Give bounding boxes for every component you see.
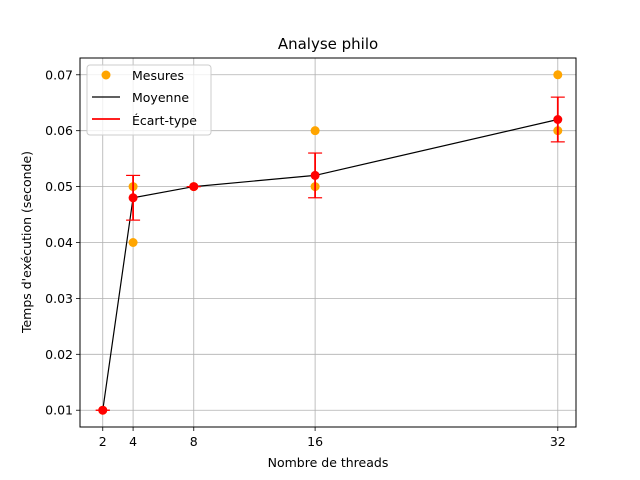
legend-box <box>86 64 212 136</box>
ecart-type-marker <box>553 115 563 124</box>
series-layer <box>95 70 565 415</box>
moyenne-line <box>102 118 558 411</box>
x-tick-label: 32 <box>550 434 566 449</box>
ecart-type-marker <box>189 182 199 192</box>
x-tick-label: 16 <box>307 434 323 449</box>
plot-frame <box>79 57 577 428</box>
mesure-point <box>128 238 138 247</box>
x-tick-label: 4 <box>129 434 137 449</box>
mesure-point <box>553 70 563 80</box>
y-tick-label: 0.07 <box>45 67 73 82</box>
y-axis-label: Temps d'exécution (seconde) <box>19 151 34 334</box>
y-tick-label: 0.05 <box>45 179 73 194</box>
x-tick-label: 8 <box>190 434 198 449</box>
legend-marker-mesures <box>101 70 111 80</box>
x-tick-label: 2 <box>99 434 107 449</box>
y-tick-label: 0.03 <box>45 291 73 306</box>
y-tick-label: 0.06 <box>45 123 73 138</box>
chart-title: Analyse philo <box>278 35 378 53</box>
y-tick-label: 0.01 <box>45 403 73 418</box>
mesure-point <box>310 126 320 136</box>
legend-label-moyenne: Moyenne <box>132 90 189 105</box>
y-tick-label: 0.02 <box>45 347 73 362</box>
legend-label-ecart-type: Écart-type <box>132 113 197 128</box>
y-tick-label: 0.04 <box>45 235 73 250</box>
legend: Mesures Moyenne Écart-type <box>86 64 212 136</box>
tick-layer: 2 4 8 16 32 0.01 0.02 0.03 0.04 0.05 0.06 0.07 <box>45 67 566 449</box>
legend-label-mesures: Mesures <box>132 68 184 83</box>
ecart-type-marker <box>128 193 138 203</box>
x-axis-label: Nombre de threads <box>268 455 389 470</box>
ecart-type-marker <box>98 405 108 415</box>
ecart-type-marker <box>310 170 320 180</box>
